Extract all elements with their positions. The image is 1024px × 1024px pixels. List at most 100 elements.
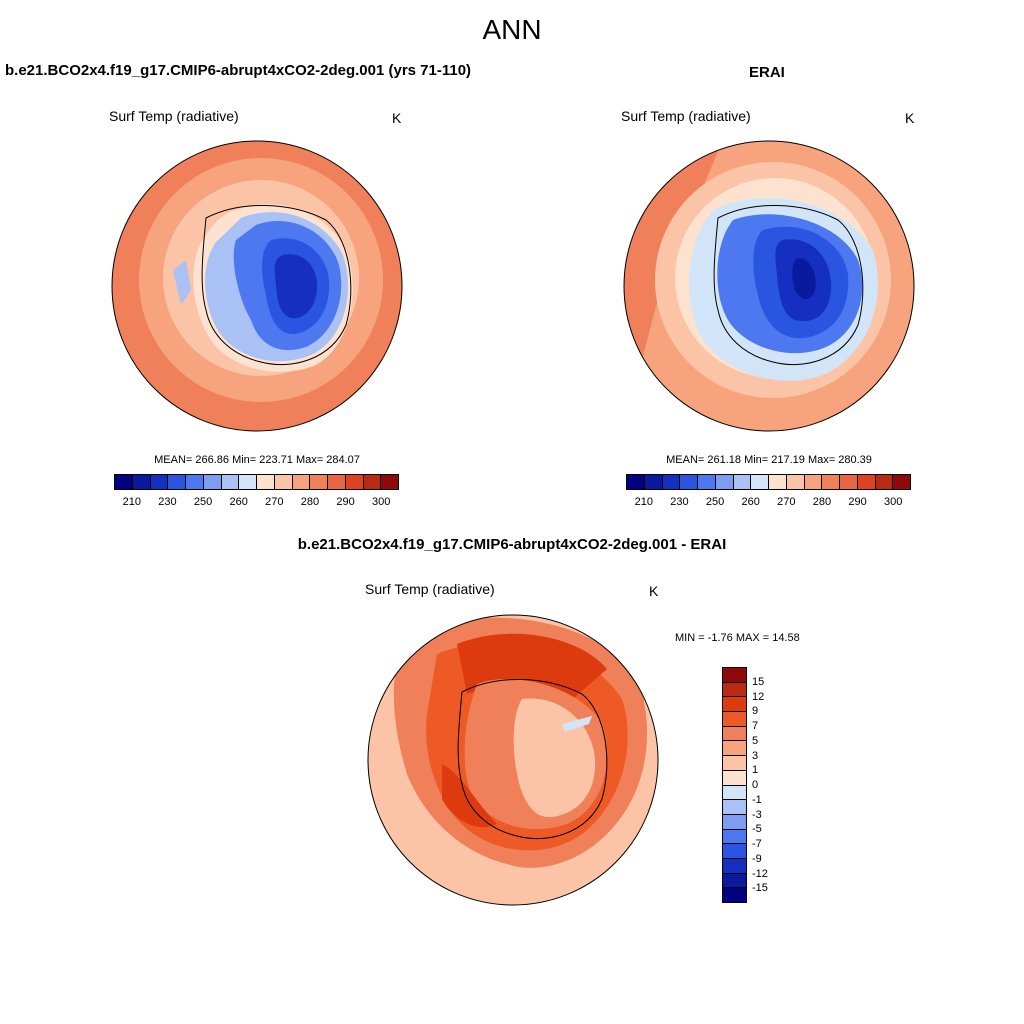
diff-units-label: K xyxy=(649,583,659,599)
obs-colorbar-swatch xyxy=(804,475,823,489)
model-colorbar-tick-label: 300 xyxy=(372,496,391,508)
model-colorbar xyxy=(114,474,399,490)
model-colorbar-swatch xyxy=(328,475,346,489)
model-polar-map xyxy=(111,140,403,432)
obs-stats: MEAN= 261.18 Min= 217.19 Max= 280.39 xyxy=(666,454,872,466)
obs-colorbar-tick-label: 300 xyxy=(884,496,903,508)
obs-variable-label: Surf Temp (radiative) xyxy=(621,108,751,124)
obs-colorbar-swatch xyxy=(786,475,805,489)
diff-colorbar-swatch xyxy=(723,697,746,713)
obs-colorbar-swatch xyxy=(715,475,734,489)
diff-stats: MIN = -1.76 MAX = 14.58 xyxy=(675,632,800,644)
diff-colorbar-swatch xyxy=(723,682,746,698)
obs-panel-title: ERAI xyxy=(749,64,785,81)
obs-polar-map xyxy=(623,140,915,432)
model-colorbar-swatch xyxy=(186,475,204,489)
model-colorbar-swatch xyxy=(150,475,169,489)
diff-colorbar-ticks: 15 12 9 7 5 3 1 0 -1 -3 -5 -7 -9 -12 -15 xyxy=(752,667,782,903)
diff-colorbar-tick-label: -12 xyxy=(752,867,768,880)
diff-colorbar-tick-label: 1 xyxy=(752,764,759,777)
page-title: ANN xyxy=(482,14,542,45)
model-colorbar-tick-label: 290 xyxy=(336,496,355,508)
obs-colorbar-swatch xyxy=(733,475,752,489)
model-colorbar-swatch xyxy=(239,475,257,489)
diff-variable-label: Surf Temp (radiative) xyxy=(365,581,495,597)
diff-colorbar-swatch xyxy=(723,829,746,845)
diff-colorbar-swatch xyxy=(723,800,746,815)
model-variable-label: Surf Temp (radiative) xyxy=(109,108,239,124)
model-colorbar-swatch xyxy=(345,475,364,489)
obs-colorbar-ticks: 210 230 250 260 270 280 290 300 xyxy=(626,496,911,510)
model-colorbar-swatch xyxy=(168,475,186,489)
model-colorbar-swatch xyxy=(257,475,275,489)
obs-colorbar-swatch xyxy=(822,475,840,489)
diff-colorbar-swatch xyxy=(723,741,746,757)
diff-colorbar-swatch xyxy=(723,888,746,902)
diff-colorbar-swatch xyxy=(723,873,746,889)
model-units-label: K xyxy=(392,110,402,126)
model-colorbar-tick-label: 210 xyxy=(122,496,141,508)
obs-colorbar-tick-label: 280 xyxy=(812,496,832,508)
model-colorbar-ticks: 210 230 250 260 270 280 290 300 xyxy=(114,496,399,510)
diff-colorbar-swatch xyxy=(723,756,746,771)
diff-panel-title: b.e21.BCO2x4.f19_g17.CMIP6-abrupt4xCO2-2… xyxy=(297,536,727,553)
diff-colorbar-swatch xyxy=(723,770,746,786)
diff-colorbar-tick-label: 12 xyxy=(752,690,765,703)
diff-colorbar-swatch xyxy=(723,844,746,859)
diff-colorbar-tick-label: 0 xyxy=(752,779,759,791)
obs-colorbar-swatch xyxy=(875,475,894,489)
diff-colorbar-tick-label: -3 xyxy=(752,808,762,821)
model-colorbar-tick-label: 250 xyxy=(193,496,213,508)
model-colorbar-swatch xyxy=(363,475,382,489)
obs-colorbar-swatch xyxy=(627,475,645,489)
model-colorbar-swatch xyxy=(274,475,293,489)
diff-colorbar-swatch xyxy=(723,785,746,801)
obs-units-label: K xyxy=(905,110,915,126)
model-colorbar-swatch xyxy=(115,475,133,489)
model-colorbar-swatch xyxy=(132,475,151,489)
model-colorbar-swatch xyxy=(203,475,222,489)
diff-colorbar-swatch xyxy=(723,814,746,830)
diff-colorbar-tick-label: 5 xyxy=(752,734,759,747)
obs-colorbar-swatch xyxy=(769,475,787,489)
obs-colorbar-tick-label: 210 xyxy=(634,496,653,508)
diff-colorbar-tick-label: -1 xyxy=(752,793,762,806)
obs-colorbar xyxy=(626,474,911,490)
obs-colorbar-tick-label: 230 xyxy=(670,496,689,508)
obs-colorbar-swatch xyxy=(644,475,663,489)
model-stats: MEAN= 266.86 Min= 223.71 Max= 284.07 xyxy=(154,454,360,466)
obs-colorbar-tick-label: 260 xyxy=(741,496,760,508)
diff-colorbar-tick-label: -5 xyxy=(752,823,762,836)
model-colorbar-swatch xyxy=(381,475,398,489)
obs-colorbar-swatch xyxy=(680,475,698,489)
diff-colorbar-swatch xyxy=(723,726,746,742)
model-colorbar-tick-label: 270 xyxy=(265,496,284,508)
diff-colorbar-tick-label: -9 xyxy=(752,852,762,865)
diff-colorbar-swatch xyxy=(723,858,746,874)
model-colorbar-swatch xyxy=(310,475,328,489)
obs-colorbar-swatch xyxy=(662,475,681,489)
diff-colorbar-tick-label: -7 xyxy=(752,838,762,850)
obs-colorbar-swatch xyxy=(893,475,910,489)
model-colorbar-tick-label: 280 xyxy=(300,496,320,508)
model-colorbar-swatch xyxy=(221,475,240,489)
obs-colorbar-swatch xyxy=(751,475,769,489)
model-colorbar-tick-label: 260 xyxy=(229,496,248,508)
model-colorbar-tick-label: 230 xyxy=(158,496,177,508)
diff-colorbar-tick-label: 9 xyxy=(752,705,759,718)
obs-colorbar-tick-label: 270 xyxy=(777,496,796,508)
diff-colorbar-tick-label: -15 xyxy=(752,882,768,895)
obs-colorbar-swatch xyxy=(857,475,876,489)
obs-colorbar-swatch xyxy=(698,475,716,489)
diff-colorbar-tick-label: 3 xyxy=(752,749,759,762)
diff-colorbar-swatch xyxy=(723,712,746,727)
diff-colorbar-tick-label: 15 xyxy=(752,675,765,688)
diff-colorbar-swatch xyxy=(723,668,746,683)
model-colorbar-swatch xyxy=(292,475,311,489)
diff-polar-map xyxy=(367,614,659,906)
diff-colorbar xyxy=(722,667,747,903)
model-panel-title: b.e21.BCO2x4.f19_g17.CMIP6-abrupt4xCO2-2… xyxy=(5,62,472,79)
obs-colorbar-tick-label: 290 xyxy=(848,496,867,508)
obs-colorbar-swatch xyxy=(840,475,858,489)
diff-colorbar-tick-label: 7 xyxy=(752,720,759,732)
